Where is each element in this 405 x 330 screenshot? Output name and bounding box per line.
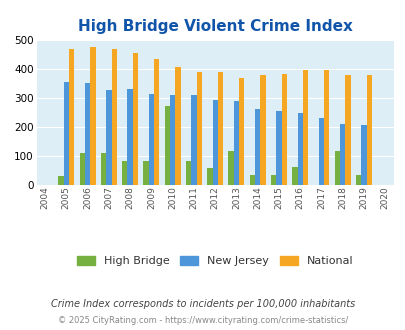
Bar — [207, 168, 212, 185]
Bar — [85, 83, 90, 185]
Bar — [106, 89, 111, 185]
Title: High Bridge Violent Crime Index: High Bridge Violent Crime Index — [77, 19, 352, 34]
Bar — [185, 161, 191, 185]
Bar — [64, 82, 69, 185]
Bar — [196, 72, 201, 185]
Text: Crime Index corresponds to incidents per 100,000 inhabitants: Crime Index corresponds to incidents per… — [51, 299, 354, 309]
Bar — [345, 75, 350, 185]
Bar — [122, 161, 127, 185]
Bar — [58, 176, 64, 185]
Bar — [254, 109, 260, 185]
Bar — [233, 101, 239, 185]
Bar — [292, 167, 297, 185]
Bar — [355, 175, 360, 185]
Bar — [297, 113, 302, 185]
Bar — [153, 59, 159, 185]
Bar — [270, 175, 276, 185]
Bar — [239, 78, 244, 185]
Bar — [318, 118, 323, 185]
Bar — [339, 124, 345, 185]
Bar — [228, 151, 233, 185]
Bar — [323, 70, 329, 185]
Bar — [249, 175, 254, 185]
Bar — [170, 95, 175, 185]
Bar — [191, 95, 196, 185]
Bar — [69, 49, 74, 185]
Bar — [212, 100, 217, 185]
Bar — [360, 125, 366, 185]
Bar — [302, 70, 307, 185]
Bar — [366, 75, 371, 185]
Bar — [276, 111, 281, 185]
Bar — [143, 161, 148, 185]
Bar — [260, 75, 265, 185]
Bar — [334, 151, 339, 185]
Bar — [148, 94, 153, 185]
Bar — [90, 47, 95, 185]
Bar — [217, 72, 223, 185]
Text: © 2025 CityRating.com - https://www.cityrating.com/crime-statistics/: © 2025 CityRating.com - https://www.city… — [58, 316, 347, 325]
Bar — [127, 89, 132, 185]
Bar — [111, 49, 117, 185]
Legend: High Bridge, New Jersey, National: High Bridge, New Jersey, National — [72, 251, 357, 271]
Bar — [281, 74, 286, 185]
Bar — [132, 53, 138, 185]
Bar — [175, 67, 180, 185]
Bar — [100, 153, 106, 185]
Bar — [164, 106, 170, 185]
Bar — [79, 153, 85, 185]
